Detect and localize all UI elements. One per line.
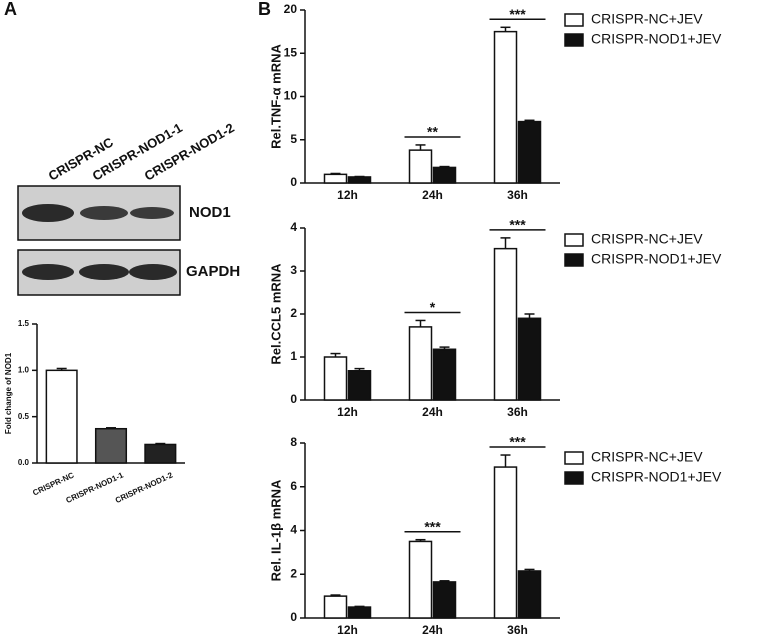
bar (408, 326, 433, 401)
y-tick-label: 0 (290, 175, 297, 189)
x-tick-label: 12h (337, 188, 358, 202)
y-tick-label: 2 (290, 306, 297, 320)
y-tick-label: 6 (290, 479, 297, 493)
bar (94, 427, 128, 464)
y-tick-label: 0 (290, 610, 297, 624)
legend-label: CRISPR-NOD1+JEV (591, 469, 722, 485)
y-tick-label: 1 (290, 349, 297, 363)
lane-label: CRISPR-NOD1-2 (142, 120, 237, 184)
y-tick-label: 4 (290, 523, 297, 537)
y-axis-label: Rel. IL-1β mRNA (268, 479, 283, 581)
x-tick-label: 24h (422, 188, 443, 202)
y-tick-label: 15 (284, 45, 298, 59)
western-blot: NOD1 GAPDH CRISPR-NC CRISPR-NOD1-1 CRISP… (17, 120, 240, 296)
bar (493, 247, 518, 401)
legend-label: CRISPR-NOD1+JEV (591, 251, 722, 267)
y-tick-label: 10 (284, 89, 298, 103)
bar (144, 443, 177, 464)
bar (432, 166, 457, 184)
significance-label: ** (427, 124, 438, 140)
x-tick-label: 24h (422, 405, 443, 419)
significance-label: *** (509, 434, 526, 450)
x-tick-label: 12h (337, 405, 358, 419)
y-tick-label: 5 (290, 132, 297, 146)
bar (432, 348, 457, 401)
x-tick-label: 12h (337, 623, 358, 637)
bar (517, 120, 542, 184)
bar (347, 370, 372, 401)
y-tick-label: 20 (284, 2, 298, 16)
legend-swatch (564, 451, 584, 465)
bar (408, 149, 433, 184)
y-tick-label: 1.0 (18, 365, 30, 374)
bar (517, 570, 542, 619)
significance-label: *** (509, 217, 526, 233)
y-axis-label: Fold change of NOD1 (4, 352, 13, 434)
bar (408, 540, 433, 619)
bar (323, 173, 348, 184)
band-label: GAPDH (186, 263, 240, 280)
legend-swatch (564, 33, 584, 47)
bar (323, 595, 348, 619)
y-tick-label: 4 (290, 220, 297, 234)
bar (493, 30, 518, 184)
bar (45, 369, 78, 464)
x-tick-label: 36h (507, 623, 528, 637)
y-tick-label: 2 (290, 566, 297, 580)
x-tick-label: 36h (507, 405, 528, 419)
legend-swatch (564, 471, 584, 485)
x-tick-label: CRISPR-NC (31, 470, 75, 497)
legend-swatch (564, 253, 584, 267)
y-axis-label: Rel.CCL5 mRNA (268, 263, 283, 365)
x-tick-label: 36h (507, 188, 528, 202)
significance-label: *** (424, 518, 441, 534)
legend-label: CRISPR-NC+JEV (591, 449, 703, 465)
legend-label: CRISPR-NC+JEV (591, 231, 703, 247)
significance-label: * (430, 299, 436, 315)
y-tick-label: 0 (290, 392, 297, 406)
panel-label: A (4, 0, 17, 19)
y-axis-label: Rel.TNF-α mRNA (268, 44, 283, 149)
legend-label: CRISPR-NOD1+JEV (591, 31, 722, 47)
y-tick-label: 1.5 (18, 319, 30, 328)
x-tick-label: 24h (422, 623, 443, 637)
bar (347, 606, 372, 619)
bar (493, 466, 518, 619)
panel-label: B (258, 0, 271, 19)
legend-swatch (564, 13, 584, 27)
y-tick-label: 0.5 (18, 412, 30, 421)
bar (323, 356, 348, 401)
legend-label: CRISPR-NC+JEV (591, 11, 703, 27)
legend-swatch (564, 233, 584, 247)
bar (517, 317, 542, 401)
y-tick-label: 3 (290, 263, 297, 277)
y-tick-label: 8 (290, 435, 297, 449)
band-label: NOD1 (189, 204, 231, 221)
bar (347, 176, 372, 184)
y-tick-label: 0.0 (18, 458, 30, 467)
significance-label: *** (509, 6, 526, 22)
bar (432, 581, 457, 619)
